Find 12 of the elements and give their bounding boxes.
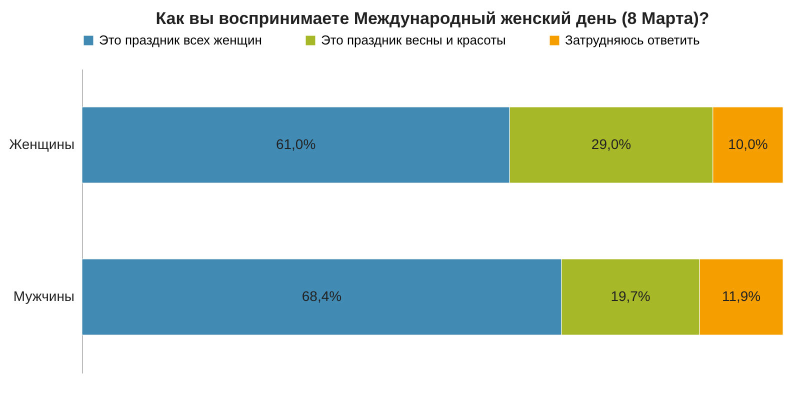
data-label: 10,0% xyxy=(728,136,768,152)
legend-label: Это праздник всех женщин xyxy=(99,32,262,48)
y-tick-label: Женщины xyxy=(9,136,74,152)
legend-label: Затрудняюсь ответить xyxy=(565,32,700,48)
data-label: 29,0% xyxy=(591,136,632,152)
data-label: 61,0% xyxy=(276,136,316,152)
chart-title: Как вы воспринимаете Международный женский день (8 Марта)? xyxy=(156,9,710,28)
data-label: 19,7% xyxy=(610,288,650,304)
data-label: 11,9% xyxy=(722,288,761,304)
legend-label: Это праздник весны и красоты xyxy=(321,32,506,48)
data-label: 68,4% xyxy=(302,288,342,304)
y-tick-label: Мужчины xyxy=(13,288,74,304)
